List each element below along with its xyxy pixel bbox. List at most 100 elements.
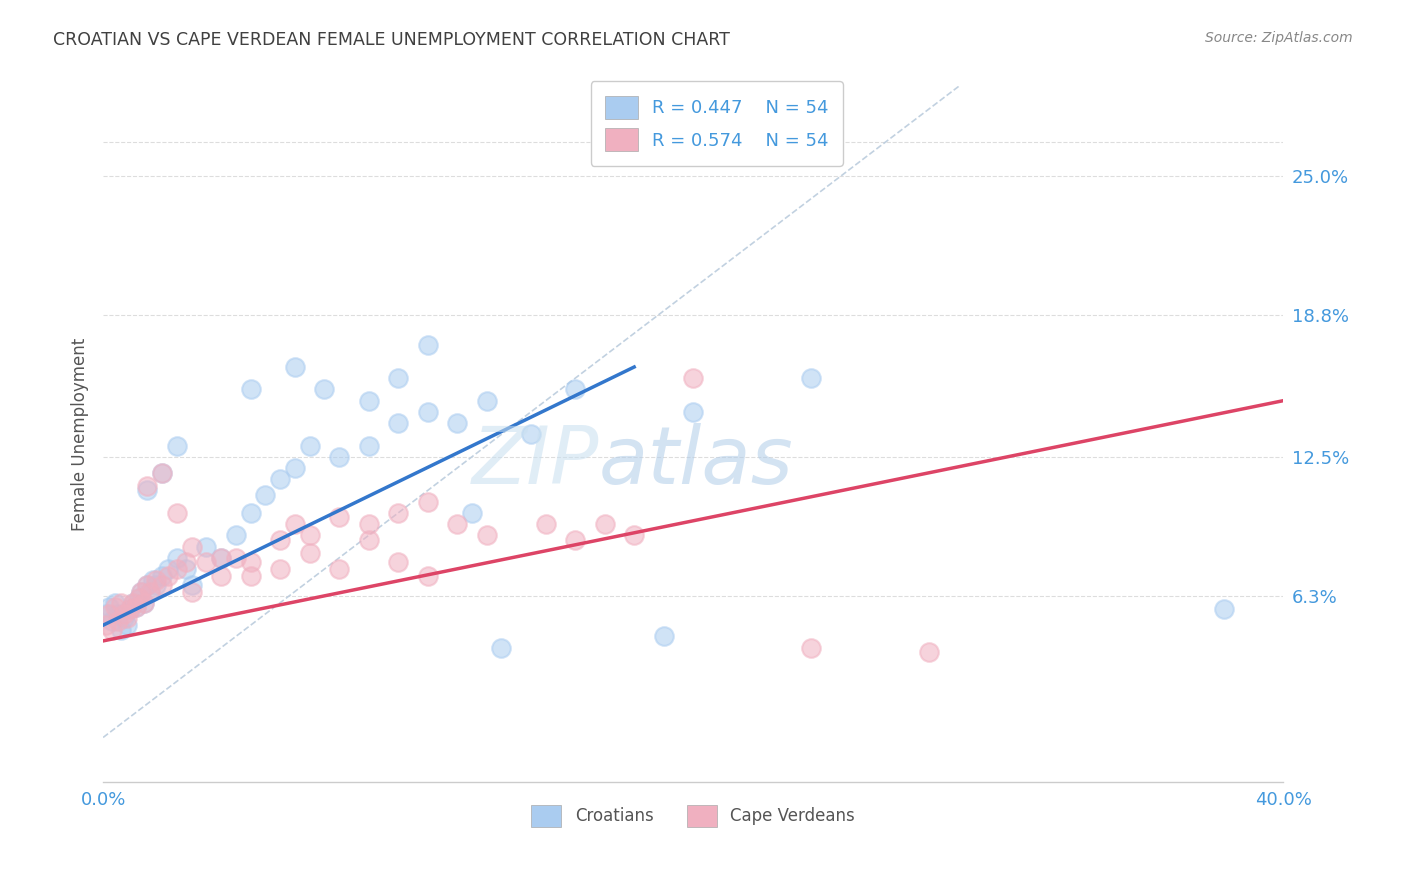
Point xyxy=(416,405,439,419)
Point xyxy=(239,555,262,569)
Point xyxy=(564,533,586,547)
Point xyxy=(239,569,262,583)
Text: atlas: atlas xyxy=(599,423,793,501)
Point xyxy=(682,371,704,385)
Point xyxy=(225,550,247,565)
Point xyxy=(98,607,121,621)
Point xyxy=(118,602,141,616)
Point xyxy=(1213,602,1236,616)
Point xyxy=(131,584,153,599)
Point xyxy=(157,562,180,576)
Point xyxy=(150,569,173,583)
Point xyxy=(387,371,409,385)
Legend: Croatians, Cape Verdeans: Croatians, Cape Verdeans xyxy=(524,798,862,833)
Point xyxy=(136,578,159,592)
Point xyxy=(180,540,202,554)
Point xyxy=(328,450,350,464)
Point xyxy=(269,562,291,576)
Point xyxy=(298,439,321,453)
Point xyxy=(94,618,117,632)
Point xyxy=(239,506,262,520)
Point xyxy=(139,584,162,599)
Point xyxy=(209,550,232,565)
Point xyxy=(298,528,321,542)
Point xyxy=(800,371,823,385)
Point xyxy=(107,614,129,628)
Point xyxy=(145,574,167,588)
Point xyxy=(357,533,380,547)
Point xyxy=(593,517,616,532)
Point xyxy=(284,517,307,532)
Point xyxy=(128,591,150,606)
Point xyxy=(328,562,350,576)
Point xyxy=(124,600,146,615)
Point xyxy=(446,517,468,532)
Point xyxy=(225,528,247,542)
Point xyxy=(357,439,380,453)
Point xyxy=(682,405,704,419)
Point xyxy=(157,569,180,583)
Point xyxy=(461,506,484,520)
Point xyxy=(115,618,138,632)
Text: CROATIAN VS CAPE VERDEAN FEMALE UNEMPLOYMENT CORRELATION CHART: CROATIAN VS CAPE VERDEAN FEMALE UNEMPLOY… xyxy=(53,31,730,49)
Point xyxy=(195,555,218,569)
Point xyxy=(357,517,380,532)
Point xyxy=(239,383,262,397)
Point xyxy=(136,578,159,592)
Point xyxy=(800,640,823,655)
Point xyxy=(564,383,586,397)
Point xyxy=(416,337,439,351)
Point xyxy=(150,466,173,480)
Point xyxy=(284,359,307,374)
Point xyxy=(112,607,135,621)
Point xyxy=(195,540,218,554)
Point xyxy=(110,596,132,610)
Point xyxy=(623,528,645,542)
Point xyxy=(180,578,202,592)
Point xyxy=(131,584,153,599)
Point xyxy=(387,416,409,430)
Point xyxy=(416,569,439,583)
Text: ZIP: ZIP xyxy=(471,423,599,501)
Point xyxy=(166,506,188,520)
Point xyxy=(520,427,543,442)
Point xyxy=(136,483,159,498)
Point xyxy=(110,623,132,637)
Point xyxy=(150,578,173,592)
Point xyxy=(121,596,143,610)
Point xyxy=(104,600,127,615)
Point xyxy=(121,596,143,610)
Point xyxy=(142,574,165,588)
Point xyxy=(150,466,173,480)
Point xyxy=(145,578,167,592)
Point xyxy=(98,600,121,615)
Point xyxy=(387,506,409,520)
Point xyxy=(124,600,146,615)
Point xyxy=(174,555,197,569)
Point xyxy=(166,562,188,576)
Point xyxy=(136,479,159,493)
Point xyxy=(107,607,129,621)
Point xyxy=(254,488,277,502)
Point xyxy=(284,461,307,475)
Point xyxy=(269,533,291,547)
Point xyxy=(652,629,675,643)
Point xyxy=(101,623,124,637)
Point xyxy=(534,517,557,532)
Point xyxy=(416,494,439,508)
Point xyxy=(115,611,138,625)
Point xyxy=(328,510,350,524)
Point xyxy=(101,614,124,628)
Point xyxy=(118,602,141,616)
Point xyxy=(94,607,117,621)
Y-axis label: Female Unemployment: Female Unemployment xyxy=(72,338,89,531)
Point xyxy=(491,640,513,655)
Point xyxy=(104,596,127,610)
Point xyxy=(209,569,232,583)
Point xyxy=(357,393,380,408)
Point xyxy=(166,550,188,565)
Point xyxy=(134,596,156,610)
Point xyxy=(446,416,468,430)
Point xyxy=(475,528,498,542)
Point xyxy=(269,472,291,486)
